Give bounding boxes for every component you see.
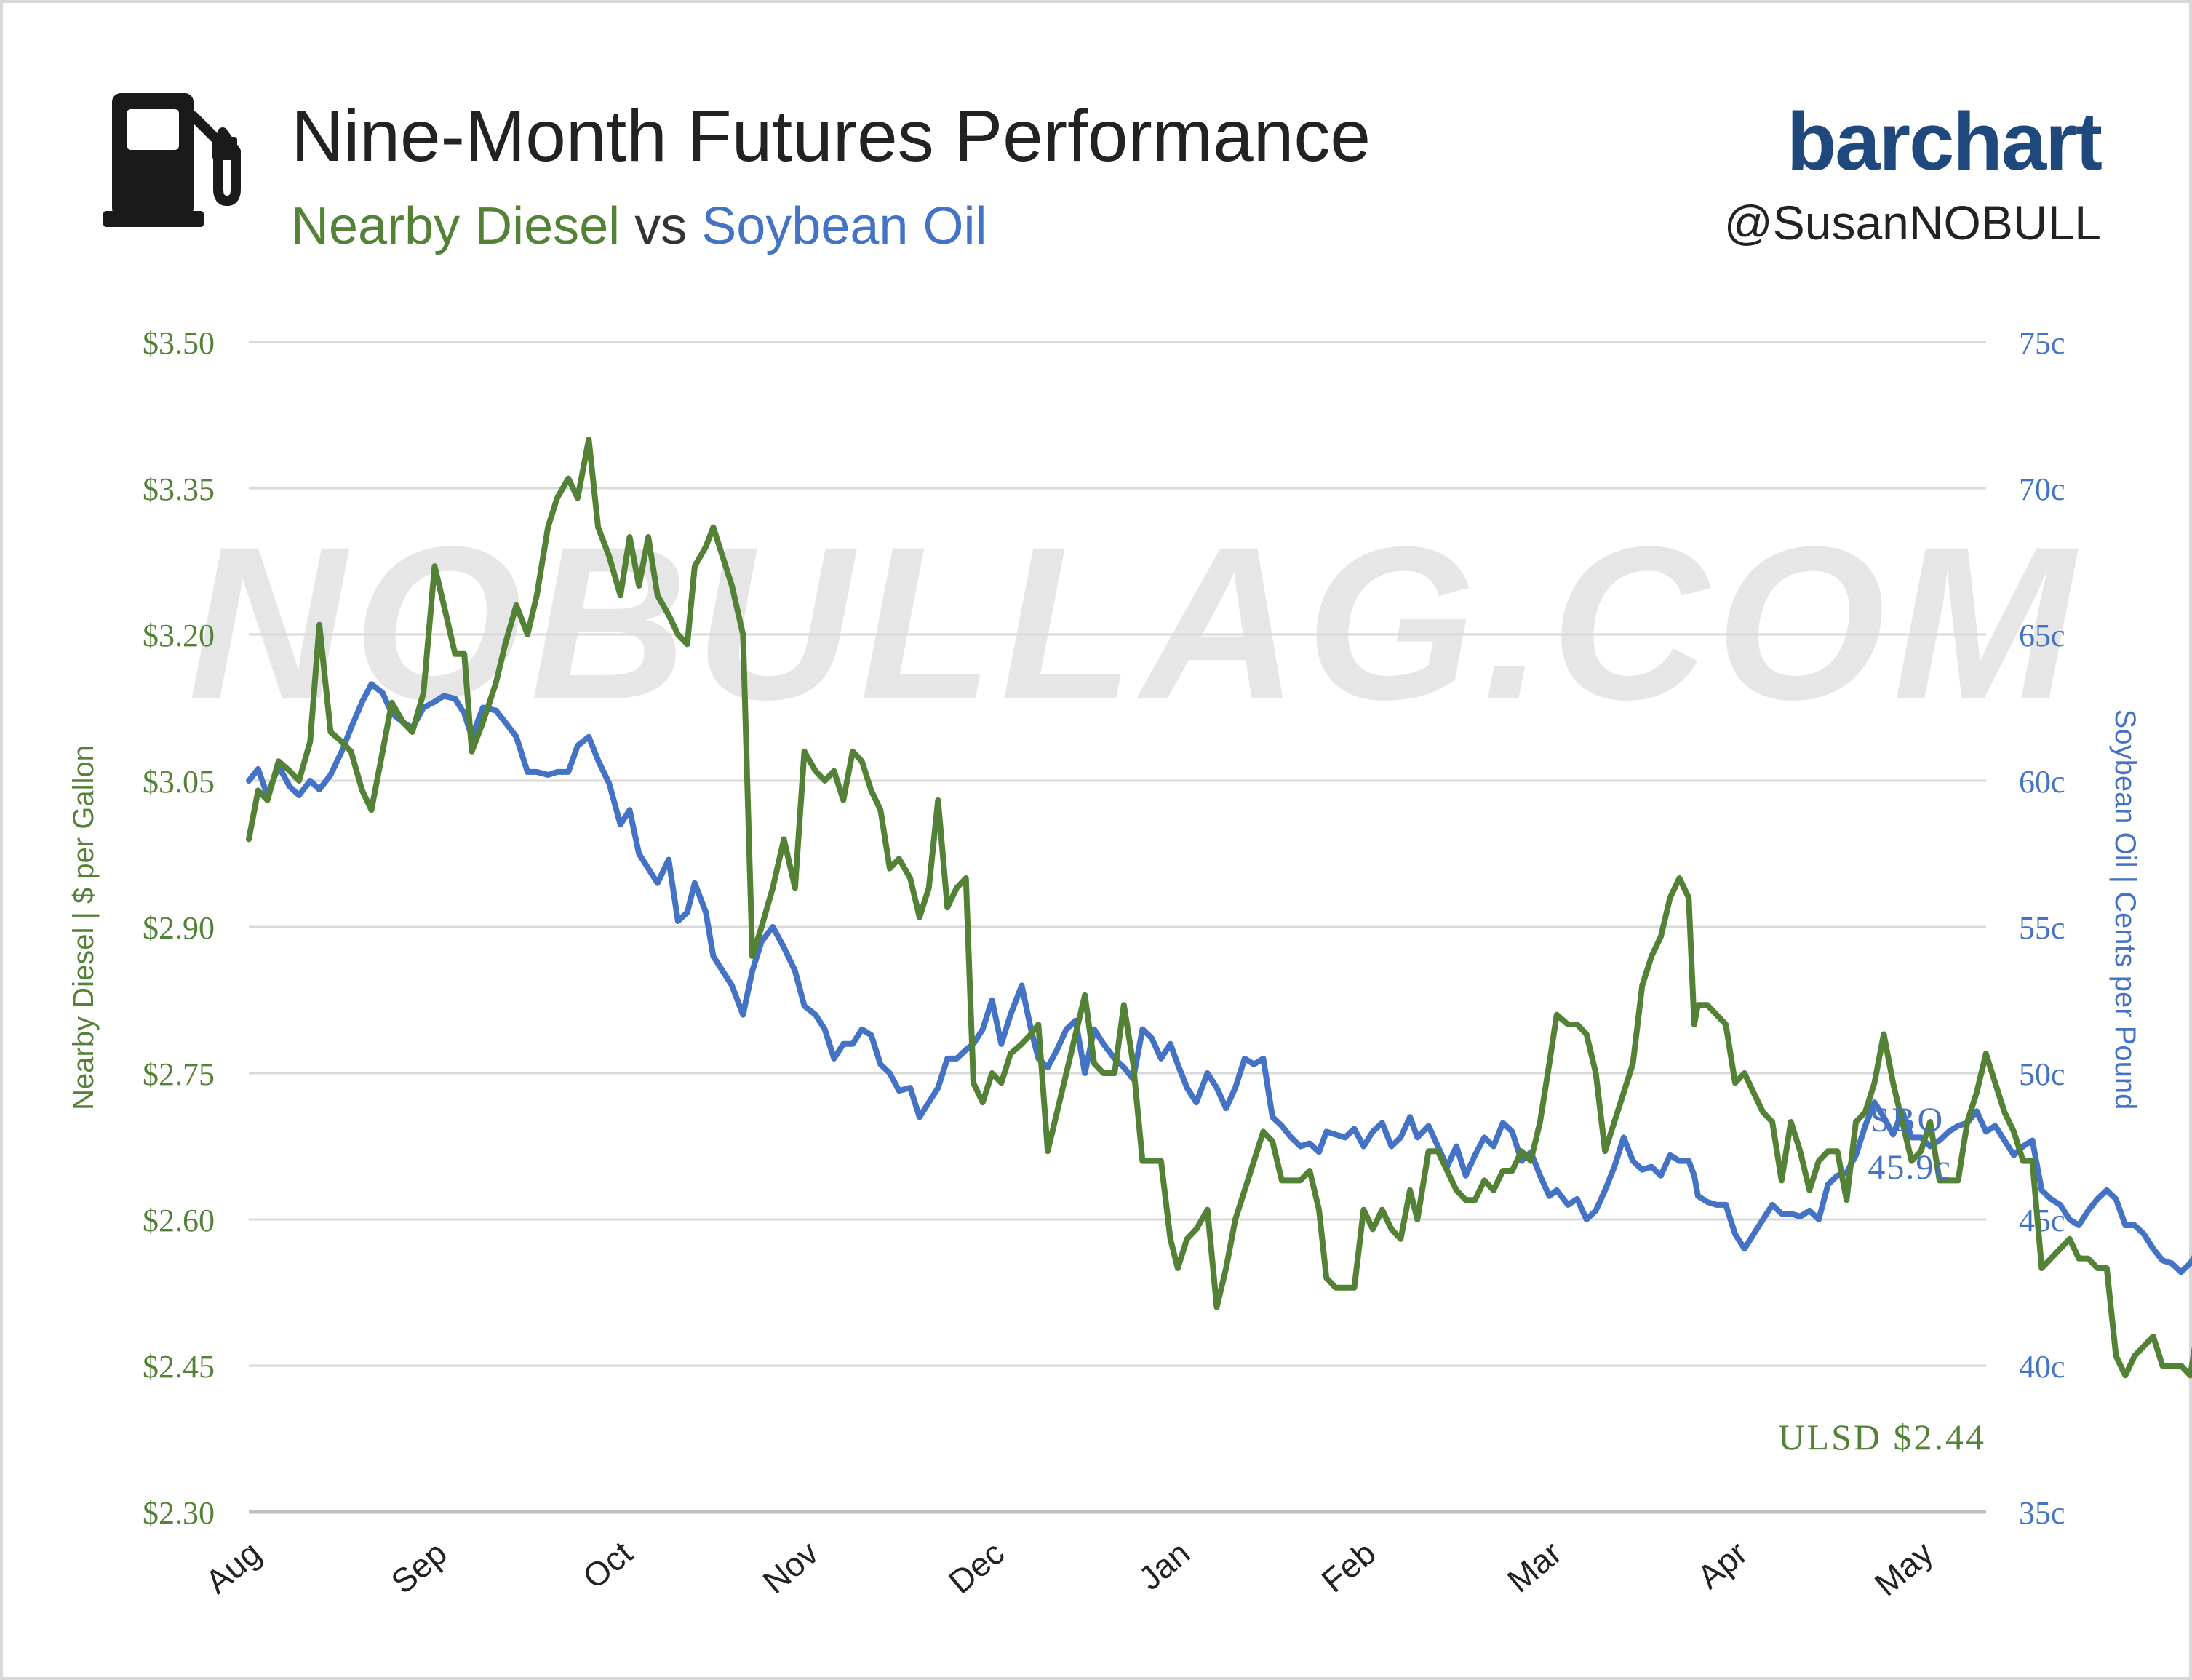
series-line-left (246, 437, 2192, 1379)
left-tick-label: $2.90 (143, 910, 215, 946)
right-tick-label: 40c (2019, 1349, 2065, 1385)
right-tick-label: 60c (2019, 764, 2065, 800)
watermark: NOBULLAG.COM (188, 501, 2081, 745)
x-tick-label: Feb (1315, 1534, 1383, 1600)
right-tick-label: 75c (2019, 325, 2065, 361)
subtitle-diesel: Nearby Diesel (291, 197, 621, 255)
subtitle-soy: Soybean Oil (701, 197, 987, 255)
left-tick-label: $3.05 (143, 764, 215, 800)
right-tick-label: 35c (2019, 1495, 2065, 1531)
soy-end-label-value: 45.9c (1868, 1148, 1951, 1187)
subtitle-vs: vs (634, 197, 688, 255)
series-line-right (246, 681, 2192, 1275)
left-tick-label: $3.35 (143, 471, 215, 507)
x-tick-label: Sep (384, 1534, 454, 1601)
fuel-pump-icon (103, 93, 241, 227)
right-axis-title: Soybean Oil | Cents per Pound (2109, 709, 2141, 1110)
left-tick-label: $2.30 (143, 1495, 215, 1531)
x-tick-label: Oct (575, 1534, 639, 1596)
left-tick-label: $2.45 (143, 1349, 215, 1385)
left-tick-label: $3.50 (143, 325, 215, 361)
left-tick-label: $2.60 (143, 1203, 215, 1238)
diesel-end-label: ULSD $2.44 (1778, 1417, 1986, 1457)
right-tick-label: 50c (2019, 1056, 2065, 1092)
page-title: Nine-Month Futures Performance (291, 95, 1371, 177)
series-group (246, 437, 2192, 1379)
left-tick-label: $2.75 (143, 1056, 215, 1092)
page-subtitle: Nearby Diesel vs Soybean Oil (291, 196, 987, 256)
soy-end-label-name: SBO (1870, 1101, 1945, 1139)
x-tick-label: Dec (941, 1534, 1011, 1601)
left-axis: $3.50 $3.35 $3.20 $3.05 $2.90 $2.75 $2.60 $2.45… (68, 325, 215, 1531)
right-tick-label: 70c (2019, 471, 2065, 507)
brand-logo: barchart (1786, 96, 2103, 187)
right-tick-label: 55c (2019, 910, 2065, 946)
x-tick-label: Nov (755, 1534, 825, 1601)
x-tick-label: Mar (1500, 1534, 1569, 1600)
x-tick-label: Jan (1131, 1534, 1197, 1598)
right-axis: 75c 70c 65c 60c 55c 50c 45c 40c 35c Soybean Oil |… (2019, 325, 2141, 1531)
end-labels: ULSD $2.44 SBO 45.9c (1778, 1101, 1986, 1457)
x-tick-label: May (1868, 1534, 1940, 1604)
author-handle: @SusanNOBULL (1723, 196, 2101, 250)
right-tick-label: 65c (2019, 618, 2065, 653)
x-tick-label: Apr (1690, 1534, 1754, 1596)
x-tick-label: Aug (198, 1534, 268, 1601)
left-axis-title: Nearby Diesel | $ per Gallon (68, 745, 100, 1110)
right-tick-label: 45c (2019, 1203, 2065, 1238)
x-axis: Aug Sep Oct Nov Dec Jan Feb Mar Apr May (198, 1534, 1940, 1604)
left-tick-label: $3.20 (143, 618, 215, 653)
